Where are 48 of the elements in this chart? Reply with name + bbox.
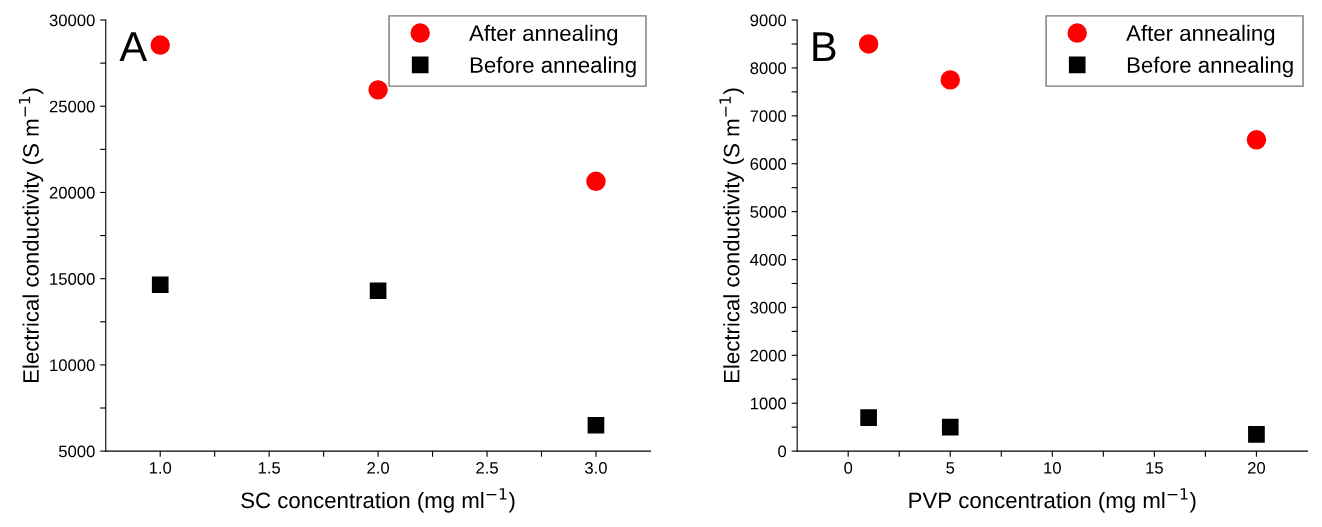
y-tick-label: 9000: [750, 14, 787, 27]
y-tick-label: 30000: [49, 14, 95, 27]
y-tick-label: 15000: [50, 273, 95, 285]
x-axis-title: SC concentration (mg ml$^{−1}$): [241, 488, 515, 513]
x-tick-label: 10: [1044, 461, 1061, 474]
x-tick-label: 2.0: [367, 461, 390, 474]
y-axis-title: Electrical conductivity (S m$^{−1}$): [18, 88, 44, 383]
point: [858, 34, 879, 54]
x-tick-label: 5: [946, 462, 955, 474]
y-tick-label: 20000: [49, 186, 95, 199]
y-tick-label: 6000: [750, 158, 787, 170]
legend-label: After annealing: [469, 24, 618, 46]
x-tick-label: 3.0: [585, 461, 607, 474]
x-tick-label: 20: [1248, 461, 1266, 474]
y-tick-label: 7000: [750, 110, 787, 123]
y-tick-label: 1000: [750, 397, 787, 410]
annotation: A: [119, 32, 148, 61]
point: [940, 70, 960, 90]
y-tick-label: 5000: [58, 445, 95, 458]
point: [860, 409, 877, 426]
y-tick-label: 8000: [750, 62, 787, 75]
x-tick-label: 1.0: [149, 461, 172, 474]
point: [151, 276, 169, 294]
legend-label: Before annealing: [1127, 56, 1293, 78]
point: [1248, 426, 1265, 443]
y-tick-label: 3000: [750, 301, 787, 314]
annotation: B: [813, 32, 836, 61]
point: [941, 418, 959, 436]
legend-label: Before annealing: [470, 56, 636, 78]
point: [1246, 130, 1267, 150]
y-tick-label: 2000: [750, 349, 787, 362]
point: [369, 282, 387, 300]
x-axis-title: PVP concentration (mg ml$^{−1}$): [909, 488, 1196, 513]
y-axis-title: Electrical conductivity (S m$^{−1}$): [719, 88, 744, 383]
legend-label: After annealing: [1126, 24, 1275, 46]
y-tick-label: 5000: [750, 206, 787, 218]
point: [587, 416, 605, 434]
y-tick-label: 10000: [50, 359, 95, 372]
point: [586, 171, 606, 191]
y-tick-label: 25000: [49, 100, 95, 113]
x-tick-label: 15: [1146, 462, 1163, 474]
y-tick-label: 4000: [750, 253, 787, 266]
point: [150, 35, 170, 55]
x-tick-label: 1.5: [258, 462, 281, 474]
x-tick-label: 2.5: [476, 461, 498, 474]
point: [368, 80, 388, 100]
y-tick-label: 0: [778, 445, 787, 458]
x-tick-label: 0: [844, 461, 853, 474]
